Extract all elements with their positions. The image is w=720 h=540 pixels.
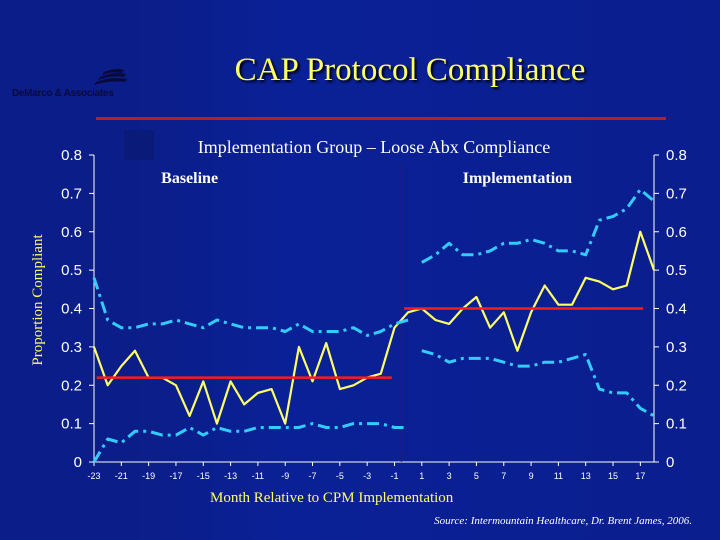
x-tick-label: 17 (635, 471, 645, 481)
y-tick-label-left: 0 (74, 454, 82, 471)
x-tick-label: -1 (390, 471, 398, 481)
x-tick-label: -23 (87, 471, 100, 481)
x-tick-label: 11 (554, 471, 563, 481)
y-tick-label-right: 0.8 (666, 147, 687, 164)
y-tick-label-right: 0.6 (666, 224, 687, 241)
x-tick-label: 1 (419, 471, 424, 481)
y-tick-label-right: 0.4 (666, 301, 687, 318)
x-tick-label: 13 (581, 471, 591, 481)
x-tick-label: 7 (501, 471, 506, 481)
x-tick-label: -3 (363, 471, 371, 481)
y-tick-label-right: 0.3 (666, 339, 687, 356)
x-axis-title: Month Relative to CPM Implementation (210, 490, 454, 506)
y-tick-label-left: 0.2 (61, 377, 82, 394)
company-logo: DeMarco & Associates (12, 64, 142, 114)
x-tick-label: -17 (169, 471, 182, 481)
logo-name: DeMarco & Associates (12, 88, 114, 99)
y-tick-label-left: 0.5 (61, 262, 82, 279)
y-tick-label-right: 0.5 (666, 262, 687, 279)
title-backdrop (124, 130, 154, 160)
y-tick-label-left: 0.3 (61, 339, 82, 356)
y-tick-label-right: 0.7 (666, 185, 687, 202)
series-line-lower-limit-baseline (92, 422, 409, 463)
y-axis-title: Proportion Compliant (30, 234, 46, 366)
y-tick-label-left: 0.1 (61, 416, 82, 433)
y-tick-label-left: 0.6 (61, 224, 82, 241)
y-tick-label-right: 0.2 (666, 377, 687, 394)
y-tick-label-right: 0.1 (666, 416, 687, 433)
x-tick-label: 5 (474, 471, 479, 481)
logo-mark-icon (94, 68, 127, 85)
x-tick-label: -11 (252, 471, 264, 481)
series-line-upper-limit-implementation (421, 188, 655, 264)
x-tick-label: -7 (309, 471, 317, 481)
y-tick-label-left: 0.8 (61, 147, 82, 164)
series-line-compliance (92, 230, 656, 425)
phase-label: Baseline (161, 170, 218, 187)
series-line-lower-limit-implementation (421, 349, 655, 418)
x-tick-label: -19 (142, 471, 155, 481)
x-tick-label: -13 (224, 471, 237, 481)
x-tick-label: -21 (115, 471, 128, 481)
y-tick-label-left: 0.7 (61, 185, 82, 202)
x-tick-label: 9 (529, 471, 534, 481)
x-tick-label: -15 (197, 471, 210, 481)
phase-label: Implementation (463, 170, 572, 187)
slide-title: CAP Protocol Compliance (234, 52, 586, 88)
x-tick-label: -9 (281, 471, 289, 481)
x-tick-label: 3 (447, 471, 452, 481)
y-tick-label-left: 0.4 (61, 301, 82, 318)
source-note: Source: Intermountain Healthcare, Dr. Br… (434, 515, 692, 527)
series-line-upper-limit-baseline (92, 277, 409, 337)
x-tick-label: -5 (336, 471, 344, 481)
title-rule (96, 117, 666, 120)
chart-title: Implementation Group – Loose Abx Complia… (198, 137, 550, 157)
y-tick-label-right: 0 (666, 454, 674, 471)
left-band (0, 0, 138, 540)
x-tick-label: 15 (608, 471, 618, 481)
